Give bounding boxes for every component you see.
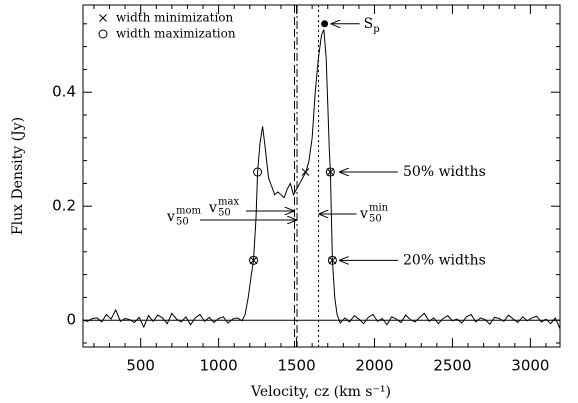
x-tick-label: 2000 (355, 357, 393, 375)
velocity-label-main: v (208, 200, 217, 216)
y-tick-label: 0.4 (52, 83, 76, 101)
x-tick-label: 1500 (277, 357, 315, 375)
velocity-label-sub: 50 (218, 208, 231, 219)
velocity-label-main: v (359, 206, 368, 222)
peak-label-sub: p (373, 23, 379, 34)
peak-label-main: S (364, 16, 374, 32)
plot-frame (82, 4, 561, 348)
legend-label: width maximization (116, 27, 236, 41)
x-tick-label: 500 (126, 357, 155, 375)
velocity-label-sup: max (218, 197, 239, 208)
y-tick-label: 0 (66, 311, 76, 329)
velocity-label-sub: 50 (176, 217, 189, 228)
peak-label: Sp (364, 16, 380, 34)
y-tick-label: 0.2 (52, 197, 76, 215)
cross-marker (326, 168, 335, 176)
annotation-label: 50% widths (403, 164, 486, 180)
cross-marker (249, 256, 258, 265)
legend-circle (98, 29, 108, 39)
velocity-label: v (359, 206, 368, 222)
legend-label: width minimization (116, 11, 234, 25)
x-axis-label: Velocity, cz (km s⁻¹) (250, 384, 391, 400)
x-tick-label: 3000 (511, 357, 549, 375)
legend-cross (99, 14, 107, 22)
y-axis-label: Flux Density (Jy) (10, 117, 26, 235)
velocity-label-sub: 50 (369, 214, 382, 225)
spectrum-line (82, 29, 561, 329)
cross-marker (328, 256, 337, 265)
x-tick-label: 2500 (433, 357, 471, 375)
velocity-label: v (166, 209, 175, 225)
velocity-label: v (208, 200, 217, 216)
velocity-label-sup: mom (176, 206, 202, 217)
circle-marker (249, 255, 259, 265)
x-tick-label: 1000 (200, 357, 238, 375)
peak-marker (321, 20, 329, 28)
annotation-label: 20% widths (403, 252, 486, 268)
circle-marker (327, 255, 337, 265)
velocity-label-main: v (166, 209, 175, 225)
cross-marker (301, 168, 310, 176)
circle-marker (253, 167, 263, 177)
velocity-label-sup: min (369, 203, 389, 214)
circle-marker (325, 167, 335, 177)
